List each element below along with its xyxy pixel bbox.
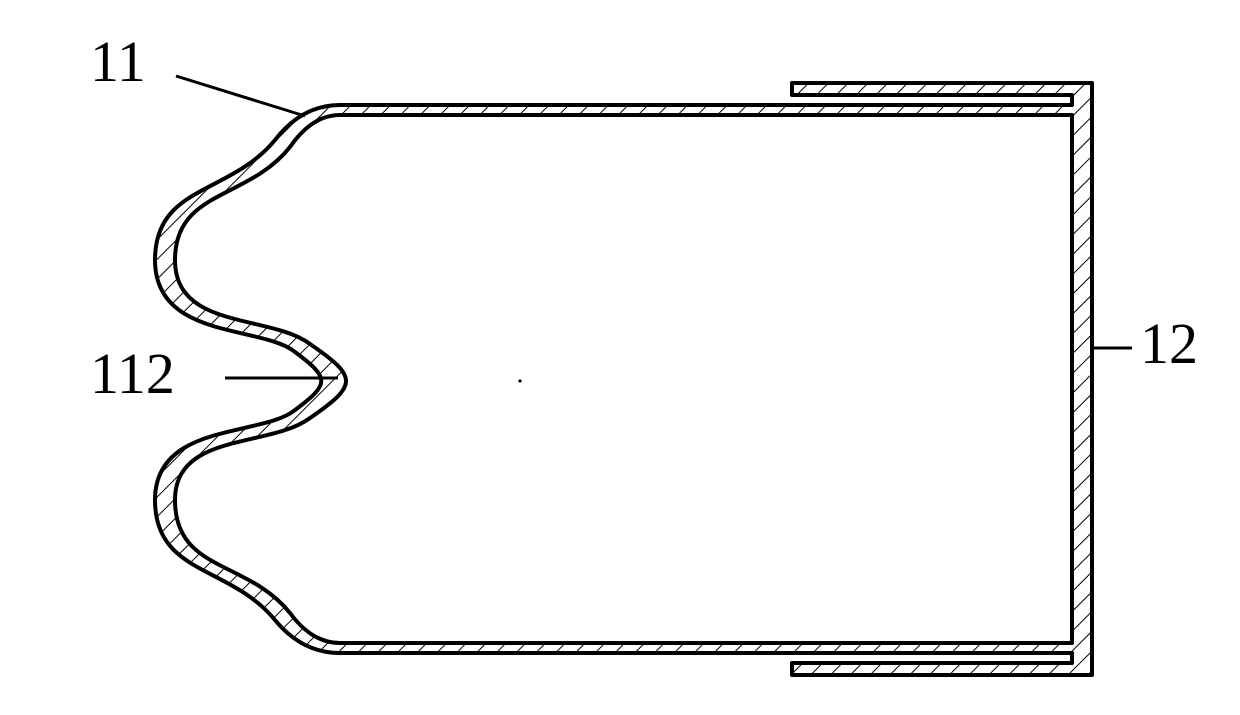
label-12: 12 (1140, 310, 1198, 377)
diagram-stage: 11 12 112 (0, 0, 1240, 715)
diagram-svg (0, 0, 1240, 715)
label-11: 11 (90, 28, 146, 95)
label-112: 112 (90, 340, 175, 407)
center-dot (518, 379, 521, 382)
leader-11 (176, 76, 305, 116)
